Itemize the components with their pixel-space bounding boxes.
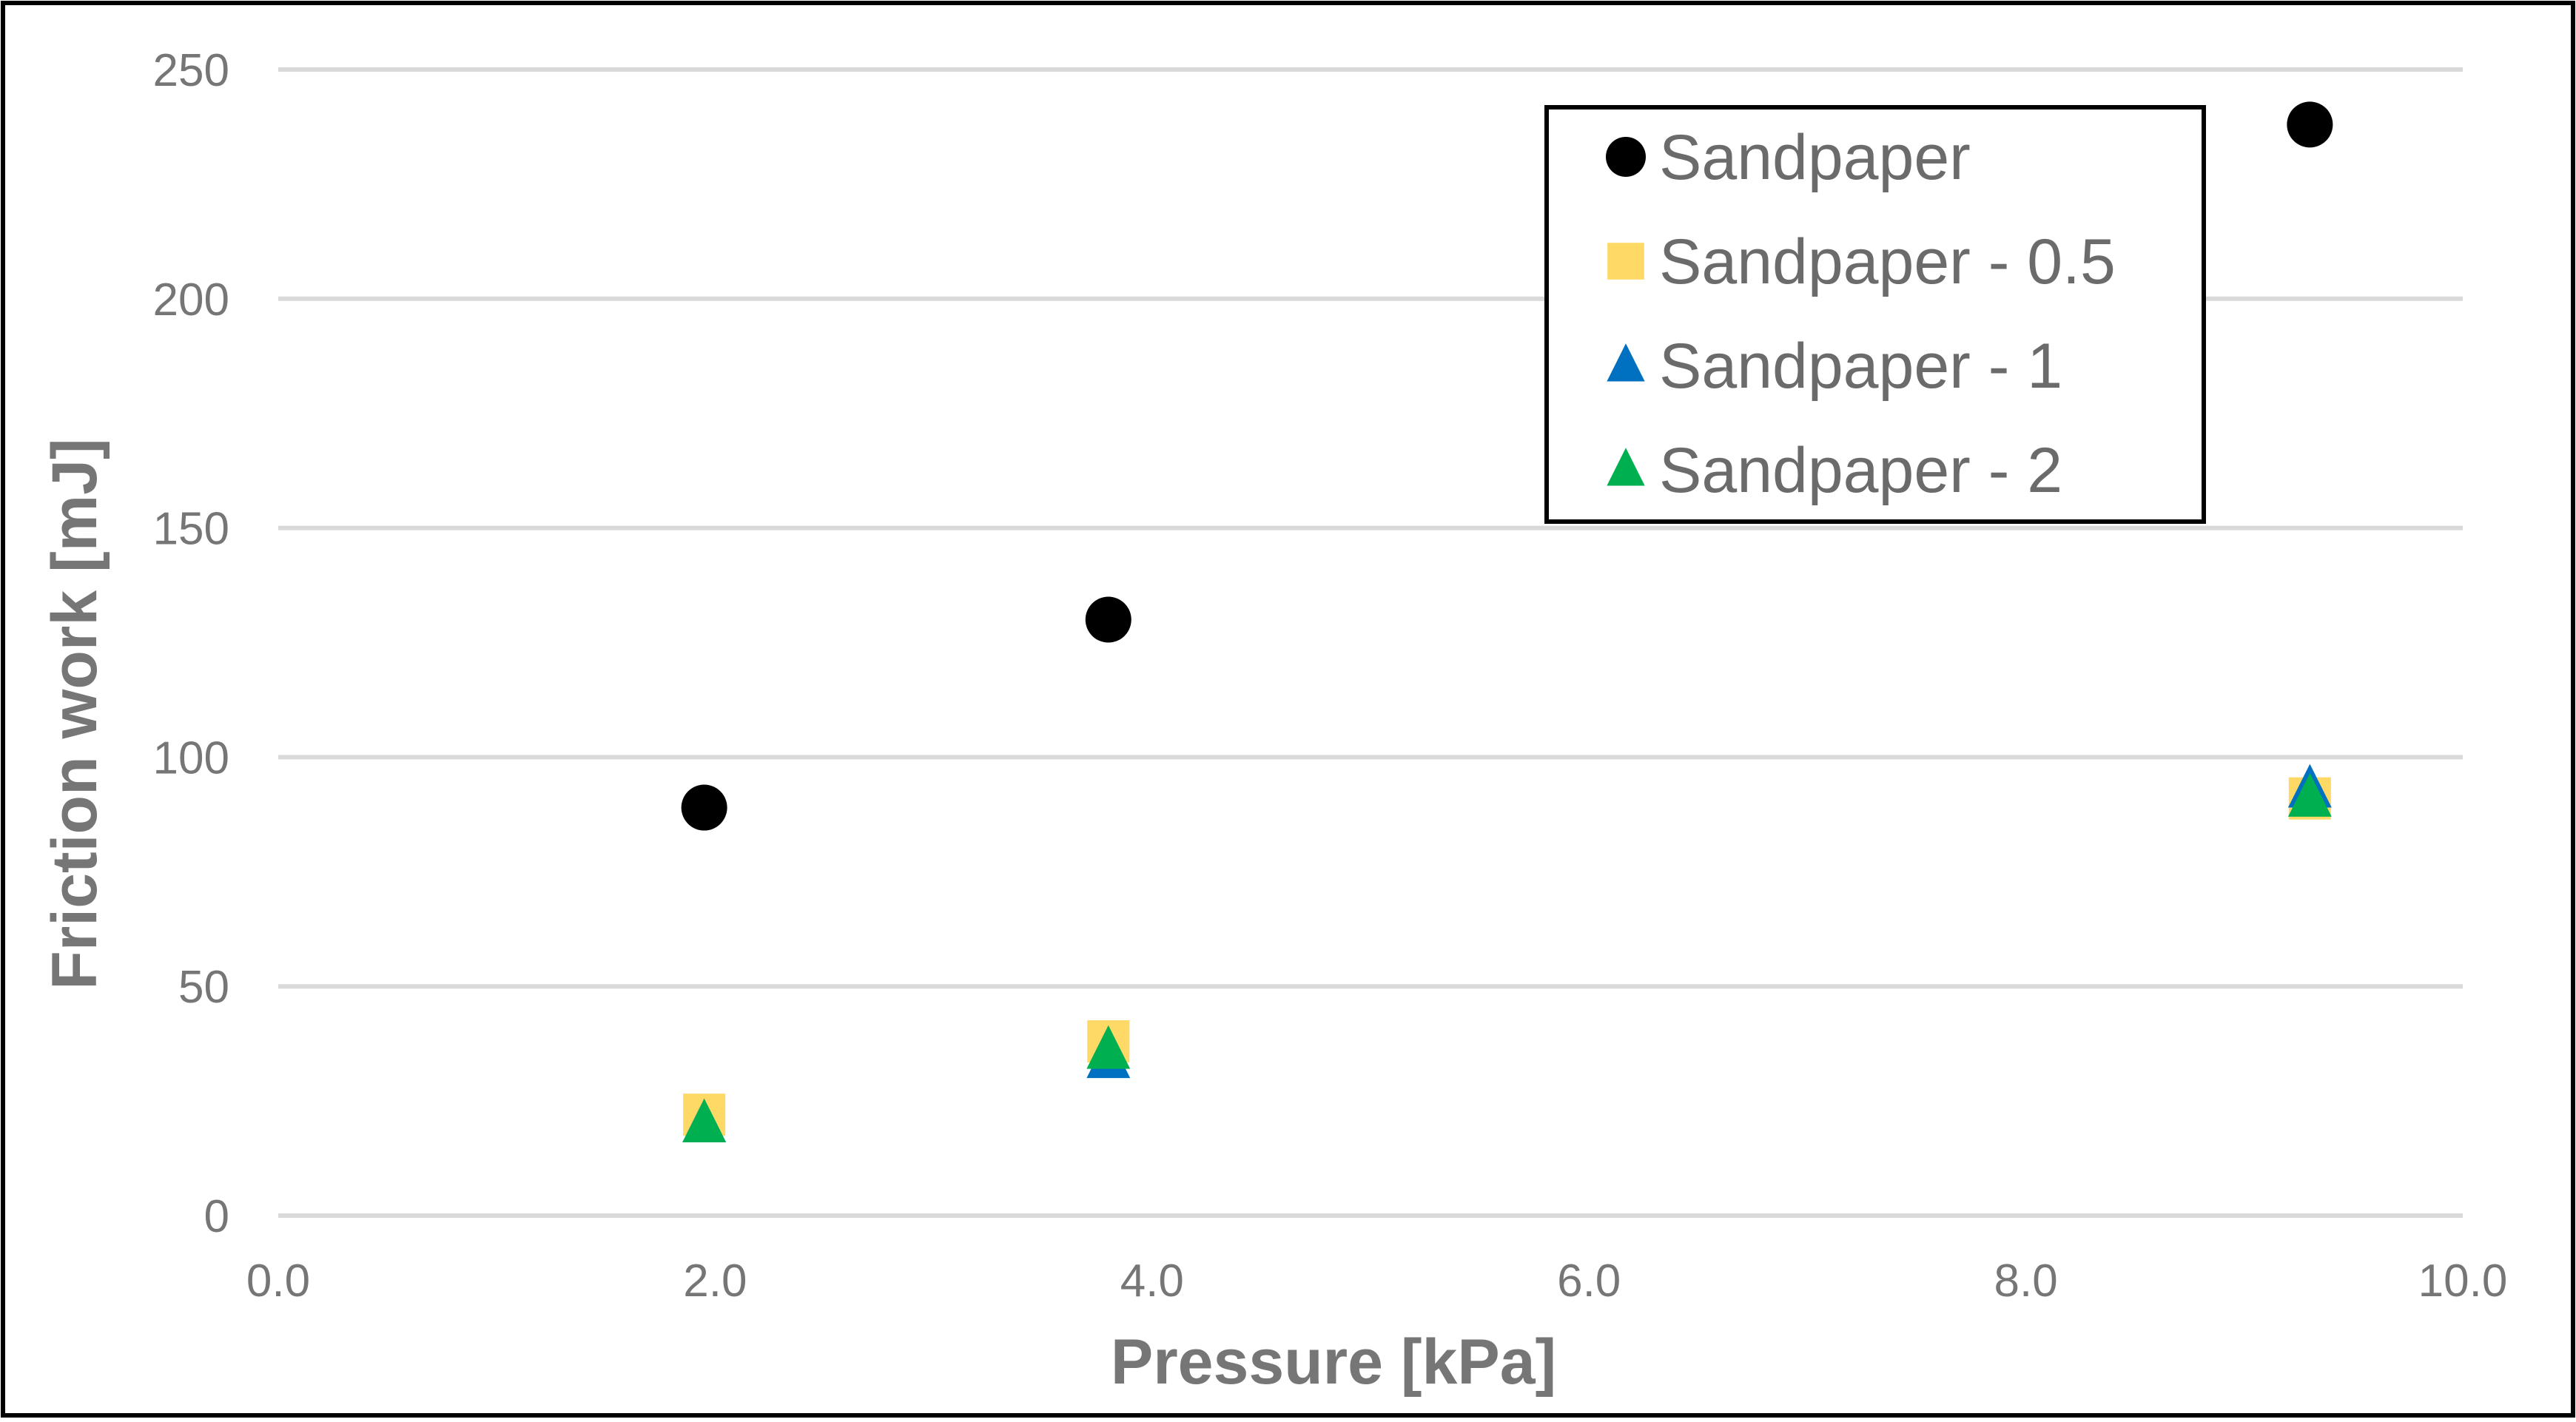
data-point	[1085, 596, 1131, 643]
x-tick-label: 4.0	[1120, 1256, 1184, 1307]
y-tick-label: 50	[178, 962, 229, 1013]
y-tick-label: 200	[153, 274, 229, 326]
data-point	[2287, 101, 2333, 148]
legend-box	[1544, 105, 2206, 524]
data-point	[682, 1098, 727, 1142]
legend-label: Sandpaper	[1659, 122, 1971, 193]
legend-marker	[1607, 243, 1644, 280]
data-point	[1086, 1025, 1131, 1069]
series-3	[682, 773, 2332, 1142]
y-tick-label: 150	[153, 504, 229, 555]
series-0	[681, 101, 2333, 831]
y-axis-title: Friction work [mJ]	[39, 438, 110, 989]
legend-label: Sandpaper - 1	[1659, 331, 2062, 402]
legend-label: Sandpaper - 0.5	[1659, 226, 2116, 297]
legend: Sandpaper Sandpaper - 0.5 Sandpaper - 1 San…	[1544, 105, 2206, 524]
data-point	[2287, 773, 2332, 817]
gridlines	[278, 67, 2463, 1218]
legend-marker	[1607, 343, 1645, 382]
y-tick-label: 250	[153, 45, 229, 96]
y-axis-ticks: 0 50 100 150 200 250	[153, 45, 229, 1242]
legend-items: Sandpaper Sandpaper - 0.5 Sandpaper - 1 San…	[1606, 122, 2116, 506]
data-points	[681, 101, 2333, 1142]
data-point	[681, 784, 727, 831]
x-tick-label: 0.0	[246, 1256, 310, 1307]
x-axis-title: Pressure [kPa]	[1111, 1327, 1556, 1398]
legend-label: Sandpaper - 2	[1659, 435, 2062, 506]
x-tick-label: 10.0	[2418, 1256, 2508, 1307]
x-tick-label: 6.0	[1557, 1256, 1621, 1307]
legend-marker	[1606, 137, 1646, 177]
y-tick-label: 100	[153, 732, 229, 784]
x-tick-label: 8.0	[1994, 1256, 2057, 1307]
x-axis-ticks: 0.0 2.0 4.0 6.0 8.0 10.0	[246, 1256, 2507, 1307]
legend-marker	[1607, 448, 1645, 486]
y-tick-label: 0	[204, 1191, 229, 1242]
x-tick-label: 2.0	[683, 1256, 747, 1307]
